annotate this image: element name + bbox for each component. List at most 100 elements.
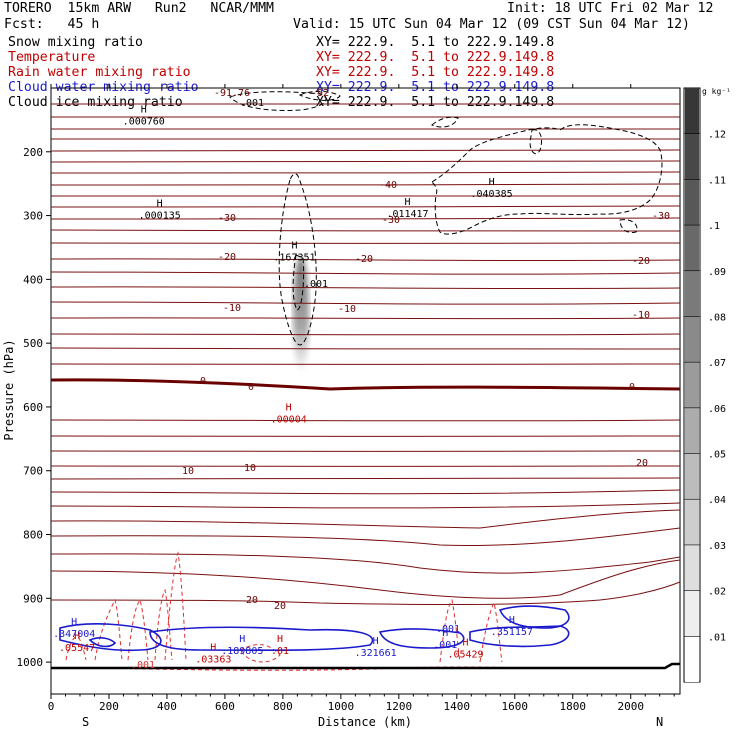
colorbar-tick-label: .11 (708, 175, 726, 186)
isotherm-label: 10 (244, 463, 256, 474)
zero-degree-isotherm (50, 378, 681, 391)
max-marker-value: .351157 (491, 627, 533, 638)
y-tick-label: 1000 (17, 656, 44, 669)
max-marker-h: H (286, 403, 292, 414)
max-marker-h: H (462, 637, 468, 648)
max-marker-h: H (71, 617, 77, 628)
max-marker-value: .000760 (123, 117, 165, 128)
forecast-hour: Fcst: 45 h (4, 17, 100, 32)
isotherm-label: 0 (248, 382, 254, 393)
x-tick-label: 600 (215, 700, 235, 713)
contour-label: .001 (240, 98, 264, 109)
colorbar-swatch (685, 179, 699, 226)
colorbar-ticks: .01 .02 .03 .04 .05 .06 .07 .08 .09 .1 .11 .12 (684, 88, 726, 682)
isotherm-label: 10 (182, 466, 194, 477)
temperature-contours (50, 103, 681, 606)
snow-contours (229, 90, 663, 346)
isotherm-label: -92 (311, 88, 329, 99)
x-tick-label: 0 (48, 700, 55, 713)
max-marker-value: .001 (433, 640, 457, 651)
cloud-ice-shading (293, 257, 309, 373)
colorbar-swatch (685, 636, 699, 682)
isotherm-label: -30 (218, 213, 236, 224)
y-axis-title: Pressure (hPa) (2, 339, 16, 440)
colorbar-tick-label: .09 (708, 267, 726, 278)
colorbar-tick-label: .03 (708, 541, 726, 552)
max-marker-h: H (141, 105, 147, 116)
y-tick-label: 200 (23, 146, 43, 159)
cloud-water-contours (59, 605, 570, 652)
y-tick-label: 800 (23, 529, 43, 542)
max-marker-value: .05429 (447, 649, 483, 660)
isotherm-label: 20 (246, 595, 258, 606)
isotherm-label: -20 (218, 252, 236, 263)
plot-header: TORERO 15km ARW Run2 NCAR/MMM Fcst: 45 h… (0, 0, 740, 112)
max-marker-h: H (239, 634, 245, 645)
isotherm-label: -10 (223, 303, 241, 314)
colorbar-tick-label: .02 (708, 587, 726, 598)
y-axis: 200 300 400 500 600 700 800 900 1000 (17, 146, 51, 669)
colorbar-swatch (685, 362, 699, 408)
max-marker-value: .05547 (59, 643, 95, 654)
colorbar-tick-label: .1 (708, 221, 720, 232)
max-marker-value: .000135 (139, 210, 181, 221)
max-marker-h: H (291, 241, 297, 252)
colorbar-swatch (685, 453, 699, 500)
rain-water-contours (65, 551, 621, 671)
y-tick-label: 900 (23, 592, 43, 605)
colorbar-tick-label: .04 (708, 495, 726, 506)
maxima-markers: H.000760H.000135H.167351H.011417H.040385… (53, 105, 533, 666)
south-end-label: S (82, 715, 89, 729)
max-marker-h: H (489, 177, 495, 188)
valid-time: Valid: 15 UTC Sun 04 Mar 12 (09 CST Sun … (293, 17, 690, 32)
max-marker-value: .03363 (195, 654, 231, 665)
isotherm-label: -10 (632, 310, 650, 321)
max-marker-value: .189805 (221, 646, 263, 657)
max-marker-value: .040385 (471, 189, 513, 200)
y-tick-label: 400 (23, 273, 43, 286)
field-name: Temperature (8, 50, 96, 65)
max-marker-h: H (74, 631, 80, 642)
x-axis: 0 200 400 600 800 1000 1200 1400 1600 1800 2000 (48, 84, 675, 713)
max-marker-value: .01 (271, 646, 289, 657)
colorbar-swatch (685, 270, 699, 317)
x-axis-title: Distance (km) (318, 715, 412, 729)
isotherm-label: -20 (355, 254, 373, 265)
north-end-label: N (656, 715, 663, 729)
y-tick-label: 500 (23, 337, 43, 350)
isotherm-label: 20 (636, 458, 648, 469)
field-xy: XY= 222.9. 5.1 to 222.9.149.8 (316, 95, 555, 110)
init-time: Init: 18 UTC Fri 02 Mar 12 (507, 1, 714, 16)
surface-terrain (51, 662, 680, 670)
colorbar-swatch (685, 88, 699, 134)
isotherm-label: -30 (652, 211, 670, 222)
colorbar-tick-label: .12 (708, 130, 726, 141)
isotherm-label: -91.76 (214, 88, 250, 99)
colorbar-tick-label: .06 (708, 404, 726, 415)
field-name: Cloud ice mixing ratio (8, 95, 183, 110)
x-tick-label: 200 (99, 700, 119, 713)
y-tick-label: 300 (23, 210, 43, 223)
x-tick-label: 1800 (560, 700, 587, 713)
x-tick-label: 1600 (502, 700, 529, 713)
max-marker-value: .167351 (273, 253, 315, 264)
colorbar-tick-label: .05 (708, 450, 726, 461)
colorbar-swatch (685, 590, 699, 637)
max-marker-h: H (442, 628, 448, 639)
isotherm-label: -40 (379, 180, 397, 191)
field-xy: XY= 222.9. 5.1 to 222.9.149.8 (316, 65, 555, 80)
colorbar-swatch (685, 316, 699, 363)
max-marker-h: H (405, 197, 411, 208)
contour-label: .001 (131, 660, 155, 671)
field-name: Snow mixing ratio (8, 35, 143, 50)
max-marker-h: H (277, 634, 283, 645)
colorbar-unit: g kg⁻¹ (702, 87, 731, 96)
isotherm-label: -30 (382, 215, 400, 226)
isotherm-label: -20 (632, 256, 650, 267)
colorbar-swatch (685, 544, 699, 591)
x-tick-label: 1400 (444, 700, 471, 713)
colorbar-swatch (685, 499, 699, 545)
isotherm-label: -10 (338, 304, 356, 315)
contour-label: .001 (304, 279, 328, 290)
